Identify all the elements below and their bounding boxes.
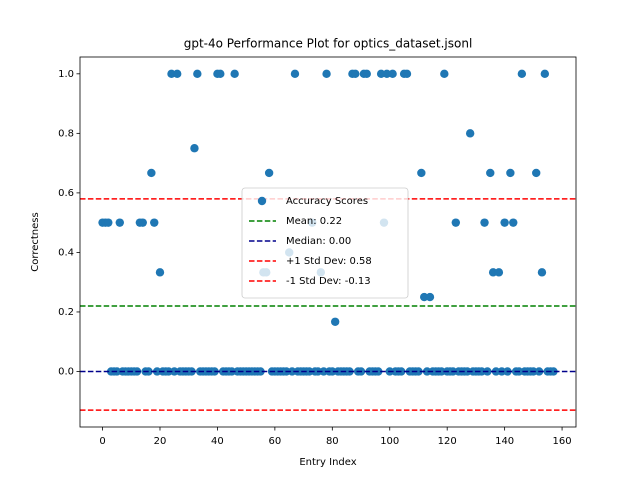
data-point	[402, 69, 412, 79]
x-tick-label: 120	[438, 436, 457, 447]
data-point	[328, 367, 337, 376]
data-point	[193, 69, 202, 79]
data-point	[374, 367, 383, 376]
data-point	[115, 218, 124, 227]
data-point	[506, 168, 515, 178]
data-point	[532, 168, 541, 178]
data-point	[362, 69, 371, 79]
legend-label: Mean: 0.22	[286, 216, 342, 227]
chart-title: gpt-4o Performance Plot for optics_datas…	[184, 37, 473, 51]
data-point	[152, 367, 162, 376]
data-point	[517, 69, 527, 79]
x-tick-label: 20	[154, 436, 167, 447]
data-point	[170, 367, 179, 376]
y-tick-label: 0.0	[58, 366, 74, 377]
legend-label: +1 Std Dev: 0.58	[286, 256, 372, 267]
y-tick-label: 1.0	[58, 69, 74, 80]
data-point	[488, 268, 498, 277]
x-tick-label: 60	[269, 436, 282, 447]
x-tick-label: 80	[326, 436, 339, 447]
data-point	[437, 367, 446, 376]
data-point	[190, 144, 199, 153]
data-point	[376, 69, 386, 79]
x-tick-label: 140	[495, 436, 514, 447]
legend-label: Median: 0.00	[286, 236, 351, 247]
data-point	[138, 218, 147, 227]
data-point	[388, 69, 397, 79]
data-point	[486, 168, 495, 178]
legend-marker	[257, 196, 267, 206]
y-tick-label: 0.4	[58, 247, 74, 258]
data-point	[287, 367, 297, 376]
data-point	[150, 218, 159, 227]
data-point	[494, 268, 504, 277]
legend-box	[241, 187, 409, 299]
data-point	[319, 367, 328, 376]
x-tick-label: 0	[99, 436, 105, 447]
data-point	[147, 168, 156, 178]
data-point	[230, 69, 239, 79]
legend-label: -1 Std Dev: -0.13	[286, 276, 371, 287]
y-tick-label: 0.8	[58, 128, 74, 139]
data-point	[417, 168, 426, 178]
data-point	[537, 268, 547, 277]
data-point	[440, 69, 449, 79]
data-point	[322, 69, 331, 79]
data-point	[382, 69, 392, 79]
data-point	[540, 69, 550, 79]
data-point	[451, 218, 461, 227]
data-point	[500, 218, 509, 227]
data-point	[155, 268, 165, 277]
x-tick-label: 40	[211, 436, 224, 447]
data-point	[330, 317, 340, 326]
data-point	[216, 69, 225, 79]
data-point	[480, 218, 489, 227]
x-tick-label: 160	[553, 436, 572, 447]
data-point	[290, 69, 300, 79]
data-point	[264, 168, 274, 178]
y-tick-label: 0.2	[58, 307, 74, 318]
x-axis-label: Entry Index	[299, 457, 356, 468]
data-point	[173, 69, 182, 79]
x-tick-label: 100	[380, 436, 399, 447]
data-point	[425, 292, 435, 302]
legend-label: Accuracy Scores	[286, 196, 368, 207]
data-point	[256, 367, 265, 376]
data-point	[414, 367, 423, 376]
data-point	[477, 367, 486, 376]
y-axis-label: Correctness	[30, 212, 41, 271]
plot-frame	[79, 56, 577, 428]
data-point	[509, 218, 518, 227]
data-point	[167, 69, 176, 79]
data-point	[422, 367, 432, 376]
data-point	[104, 218, 113, 227]
y-tick-label: 0.6	[58, 188, 74, 199]
data-point	[420, 292, 429, 302]
data-point	[351, 69, 360, 79]
data-point	[549, 367, 558, 376]
data-point	[465, 129, 475, 138]
